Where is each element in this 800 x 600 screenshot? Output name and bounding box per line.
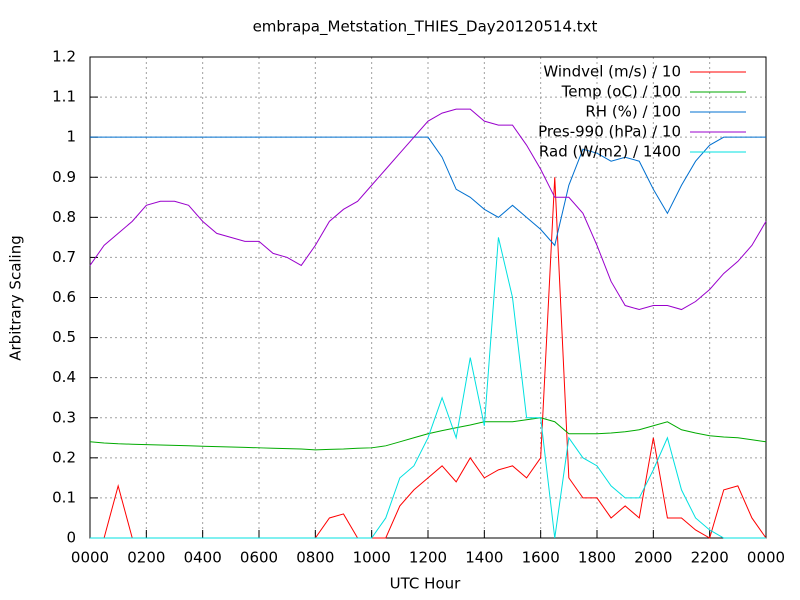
x-tick-label: 0200: [127, 549, 165, 567]
y-tick-label: 0.6: [52, 288, 76, 306]
y-tick-label: 0.2: [52, 448, 76, 466]
x-tick-label: 1000: [353, 549, 391, 567]
x-tick-label: 1200: [409, 549, 447, 567]
legend-label: Windvel (m/s) / 10: [543, 63, 681, 81]
y-tick-label: 0.1: [52, 488, 76, 506]
x-tick-label: 2000: [634, 549, 672, 567]
x-tick-label: 1600: [522, 549, 560, 567]
legend-label: Pres-990 (hPa) / 10: [538, 123, 681, 141]
legend-label: Temp (oC) / 100: [561, 83, 681, 101]
x-tick-label: 1800: [578, 549, 616, 567]
y-tick-label: 0.9: [52, 168, 76, 186]
y-tick-label: 0.7: [52, 248, 76, 266]
x-tick-label: 0800: [296, 549, 334, 567]
legend-label: Rad (W/m2) / 1400: [539, 143, 681, 161]
y-tick-label: 0.4: [52, 368, 76, 386]
x-tick-label: 0000: [71, 549, 109, 567]
y-tick-label: 0.3: [52, 408, 76, 426]
series-line: [89, 417, 767, 451]
x-tick-label: 2200: [691, 549, 729, 567]
y-tick-label: 0.5: [52, 328, 76, 346]
y-axis-label: Arbitrary Scaling: [7, 235, 25, 361]
y-tick-label: 1.2: [52, 48, 76, 66]
x-axis-label: UTC Hour: [390, 575, 461, 593]
y-tick-label: 1.1: [52, 88, 76, 106]
y-tick-label: 0.8: [52, 208, 76, 226]
series-line: [90, 237, 766, 539]
y-tick-label: 0: [66, 529, 76, 547]
x-tick-label: 0000: [747, 549, 785, 567]
series-line: [89, 108, 767, 311]
x-tick-label: 1400: [465, 549, 503, 567]
legend-label: RH (%) / 100: [585, 103, 681, 121]
x-tick-label: 0400: [184, 549, 222, 567]
y-tick-label: 1: [66, 128, 76, 146]
x-tick-label: 0600: [240, 549, 278, 567]
series-line: [90, 136, 766, 247]
chart-title: embrapa_Metstation_THIES_Day20120514.txt: [253, 18, 598, 37]
plot-frame: [89, 56, 767, 539]
